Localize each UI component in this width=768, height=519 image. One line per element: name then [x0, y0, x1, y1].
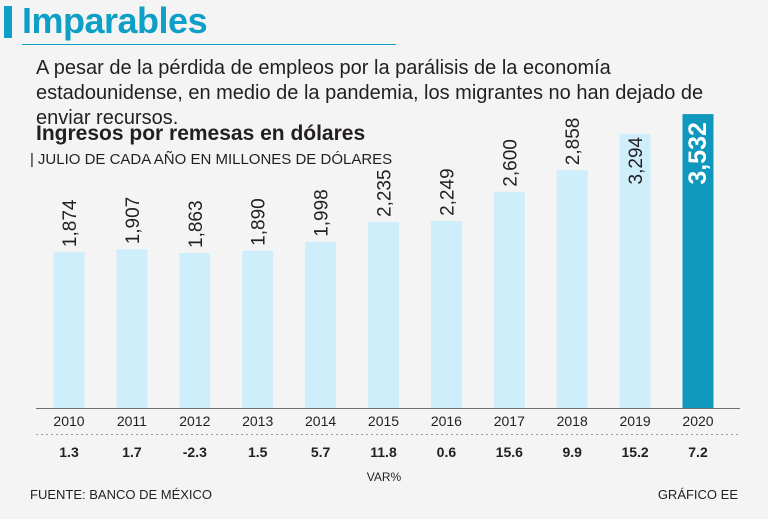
bar-2013	[242, 250, 274, 408]
var-pct-2012: -2.3	[183, 444, 207, 460]
graphic-credit: GRÁFICO EE	[657, 487, 738, 502]
source-note: FUENTE: BANCO DE MÉXICO	[30, 487, 213, 502]
x-tick-label-2018: 2018	[557, 413, 588, 429]
value-label-2018: 2,858	[563, 118, 584, 166]
page-subtitle: A pesar de la pérdida de empleos por la …	[36, 57, 704, 129]
chart-title: Ingresos por remesas en dólares	[36, 122, 366, 145]
var-pct-2019: 15.2	[621, 444, 648, 460]
x-tick-label-2020: 2020	[682, 413, 713, 429]
x-tick-label-2016: 2016	[431, 413, 462, 429]
value-label-2015: 2,235	[375, 169, 396, 217]
value-label-2019: 3,294	[626, 136, 647, 184]
x-tick-label-2013: 2013	[242, 413, 273, 429]
bar-2019	[619, 133, 651, 408]
var-pct-2017: 15.6	[496, 444, 523, 460]
var-pct-2014: 5.7	[311, 444, 331, 460]
var-axis-label: VAR%	[367, 470, 402, 484]
x-tick-label-2014: 2014	[305, 413, 336, 429]
x-tick-label-2015: 2015	[368, 413, 399, 429]
var-pct-2016: 0.6	[437, 444, 457, 460]
var-pct-2011: 1.7	[122, 444, 142, 460]
var-pct-2018: 9.9	[562, 444, 582, 460]
var-pct-2015: 11.8	[370, 444, 397, 460]
title-divider	[22, 44, 396, 45]
value-label-2014: 1,998	[312, 189, 333, 237]
chart-subtitle-wrapper: | JULIO DE CADA AÑO EN MILLONES DE DÓLARE…	[30, 151, 392, 168]
bar-2018	[556, 170, 588, 408]
subtitle-pipe: |	[30, 151, 34, 168]
var-pct-2010: 1.3	[59, 444, 79, 460]
x-tick-label-2010: 2010	[53, 413, 84, 429]
value-label-2011: 1,907	[123, 197, 144, 245]
var-pct-2020: 7.2	[688, 444, 708, 460]
x-tick-label-2017: 2017	[494, 413, 525, 429]
x-tick-label-2011: 2011	[117, 413, 147, 429]
bar-2017	[493, 191, 525, 408]
title-accent-bar	[4, 6, 12, 38]
bar-2015	[368, 222, 399, 408]
value-label-2017: 2,600	[500, 139, 521, 187]
value-label-2013: 1,890	[249, 198, 270, 246]
chart-subtitle: JULIO DE CADA AÑO EN MILLONES DE DÓLARES	[37, 151, 393, 168]
bar-2016	[430, 220, 462, 408]
bar-2014	[305, 241, 337, 408]
var-pct-2013: 1.5	[248, 444, 268, 460]
bar-2012	[179, 253, 211, 408]
value-label-2020: 3,532	[684, 122, 712, 185]
bar-2011	[116, 249, 148, 408]
bar-2020	[682, 114, 714, 408]
value-label-2012: 1,863	[186, 200, 207, 248]
bar-2010	[53, 252, 85, 408]
page-title: Imparables	[22, 0, 208, 41]
x-tick-label-2019: 2019	[620, 413, 651, 429]
x-tick-label-2012: 2012	[179, 413, 210, 429]
value-label-2016: 2,249	[437, 168, 458, 216]
value-label-2010: 1,874	[60, 199, 81, 247]
